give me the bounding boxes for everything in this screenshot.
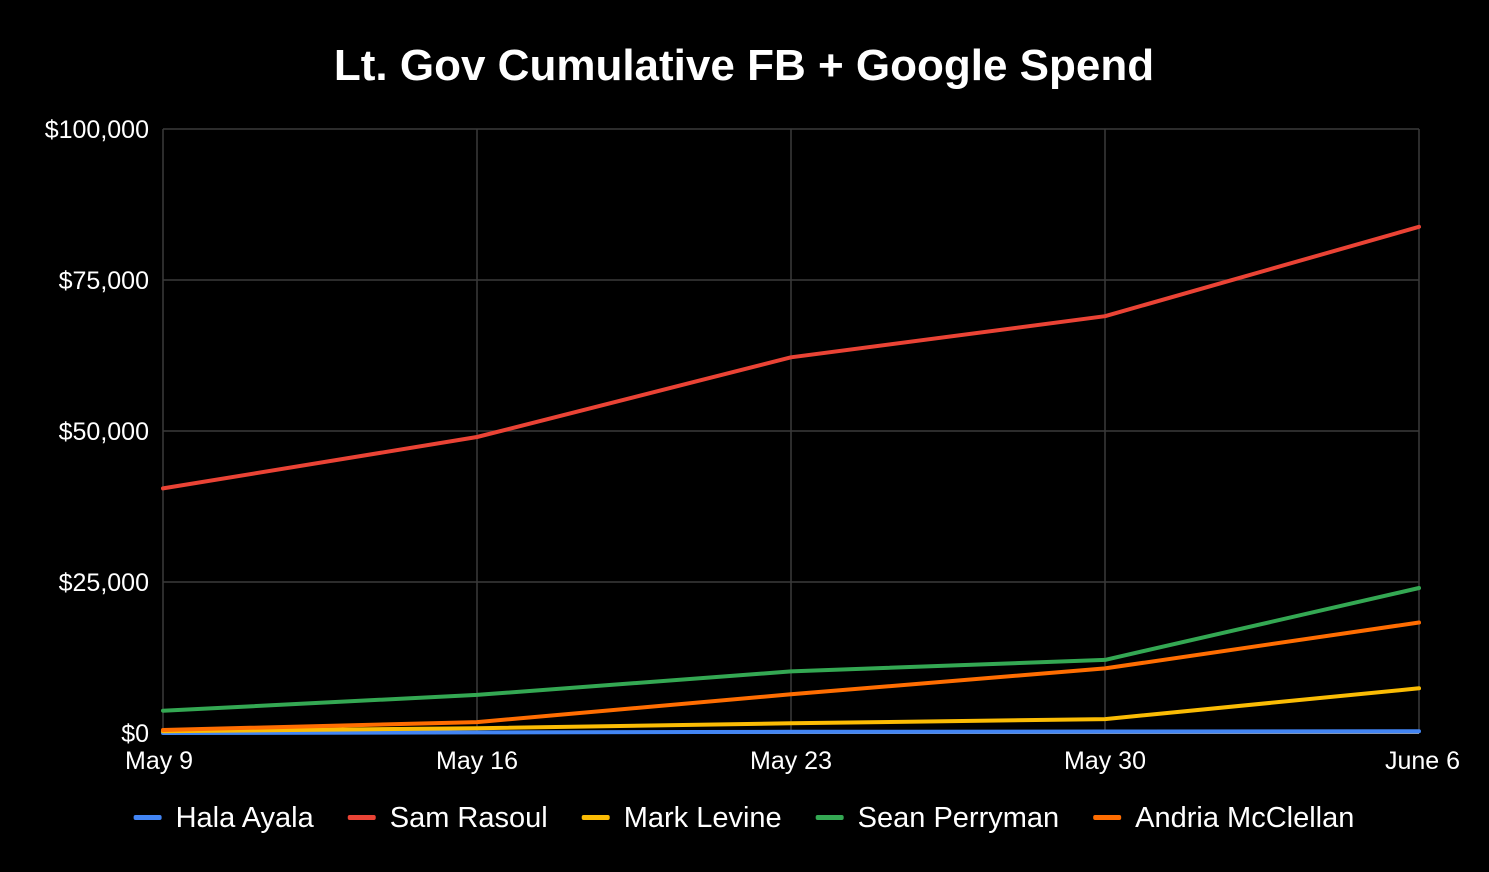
x-tick-label: May 23 — [750, 747, 832, 775]
y-tick-label: $100,000 — [45, 116, 149, 144]
legend-label-mark-levine: Mark Levine — [624, 802, 782, 834]
legend-swatch-sam-rasoul — [347, 815, 376, 820]
y-tick-label: $0 — [121, 720, 149, 748]
series-lines — [161, 224, 1421, 735]
legend-label-sean-perryman: Sean Perryman — [858, 802, 1060, 834]
y-tick-label: $50,000 — [59, 418, 149, 446]
legend-label-sam-rasoul: Sam Rasoul — [390, 802, 548, 834]
series-line-andria-mcclellan — [161, 620, 1421, 732]
chart-title: Lt. Gov Cumulative FB + Google Spend — [334, 41, 1154, 90]
x-tick-label: May 16 — [436, 747, 518, 775]
y-axis-ticks: $0 $25,000 $50,000 $75,000 $100,000 — [45, 116, 149, 748]
legend-label-andria-mcclellan: Andria McClellan — [1135, 802, 1354, 834]
series-line-sam-rasoul — [161, 224, 1421, 491]
y-tick-label: $75,000 — [59, 267, 149, 295]
legend: Hala Ayala Sam Rasoul Mark Levine Sean Perr… — [133, 802, 1354, 834]
x-tick-label: May 9 — [125, 747, 193, 775]
legend-swatch-andria-mcclellan — [1093, 815, 1122, 820]
series-line-hala-ayala — [161, 729, 1421, 735]
x-tick-label: June 6 — [1385, 747, 1460, 775]
series-line-mark-levine — [161, 686, 1421, 734]
legend-label-hala-ayala: Hala Ayala — [176, 802, 315, 834]
legend-swatch-mark-levine — [581, 815, 610, 820]
series-line-sean-perryman — [161, 586, 1421, 713]
y-tick-label: $25,000 — [59, 569, 149, 597]
x-axis-ticks: May 9 May 16 May 23 May 30 June 6 — [125, 747, 1460, 775]
legend-swatch-hala-ayala — [133, 815, 162, 820]
legend-swatch-sean-perryman — [815, 815, 844, 820]
x-tick-label: May 30 — [1064, 747, 1146, 775]
